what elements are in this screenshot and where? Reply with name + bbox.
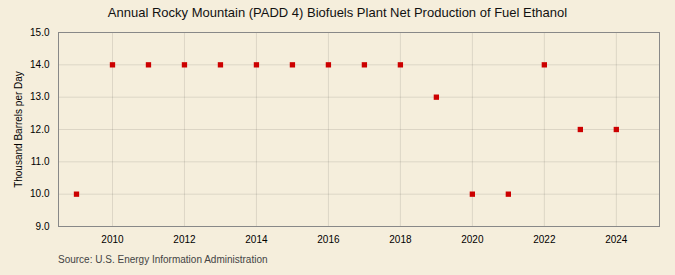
- svg-text:2024: 2024: [605, 234, 628, 245]
- html-text:Source: U.S. Energy Informatio: Source: U.S. Energy Information Administ…: [58, 254, 268, 265]
- svg-text:12.0: 12.0: [30, 124, 50, 135]
- svg-text:2020: 2020: [461, 234, 484, 245]
- svg-text:13.0: 13.0: [30, 91, 50, 102]
- html-text:Annual Rocky Mountain (PADD 4): Annual Rocky Mountain (PADD 4) Biofuels …: [107, 5, 568, 20]
- svg-text:Thousand Barrels per Day: Thousand Barrels per Day: [13, 71, 24, 188]
- svg-text:2022: 2022: [533, 234, 556, 245]
- svg-text:14.0: 14.0: [30, 59, 50, 70]
- svg-text:2012: 2012: [173, 234, 196, 245]
- svg-text:2014: 2014: [245, 234, 268, 245]
- svg-text:10.0: 10.0: [30, 188, 50, 199]
- svg-text:2010: 2010: [101, 234, 124, 245]
- svg-text:2018: 2018: [389, 234, 412, 245]
- svg-text:2016: 2016: [317, 234, 340, 245]
- svg-text:15.0: 15.0: [30, 27, 50, 38]
- svg-text:11.0: 11.0: [31, 156, 50, 167]
- svg-text:9.0: 9.0: [36, 221, 50, 232]
